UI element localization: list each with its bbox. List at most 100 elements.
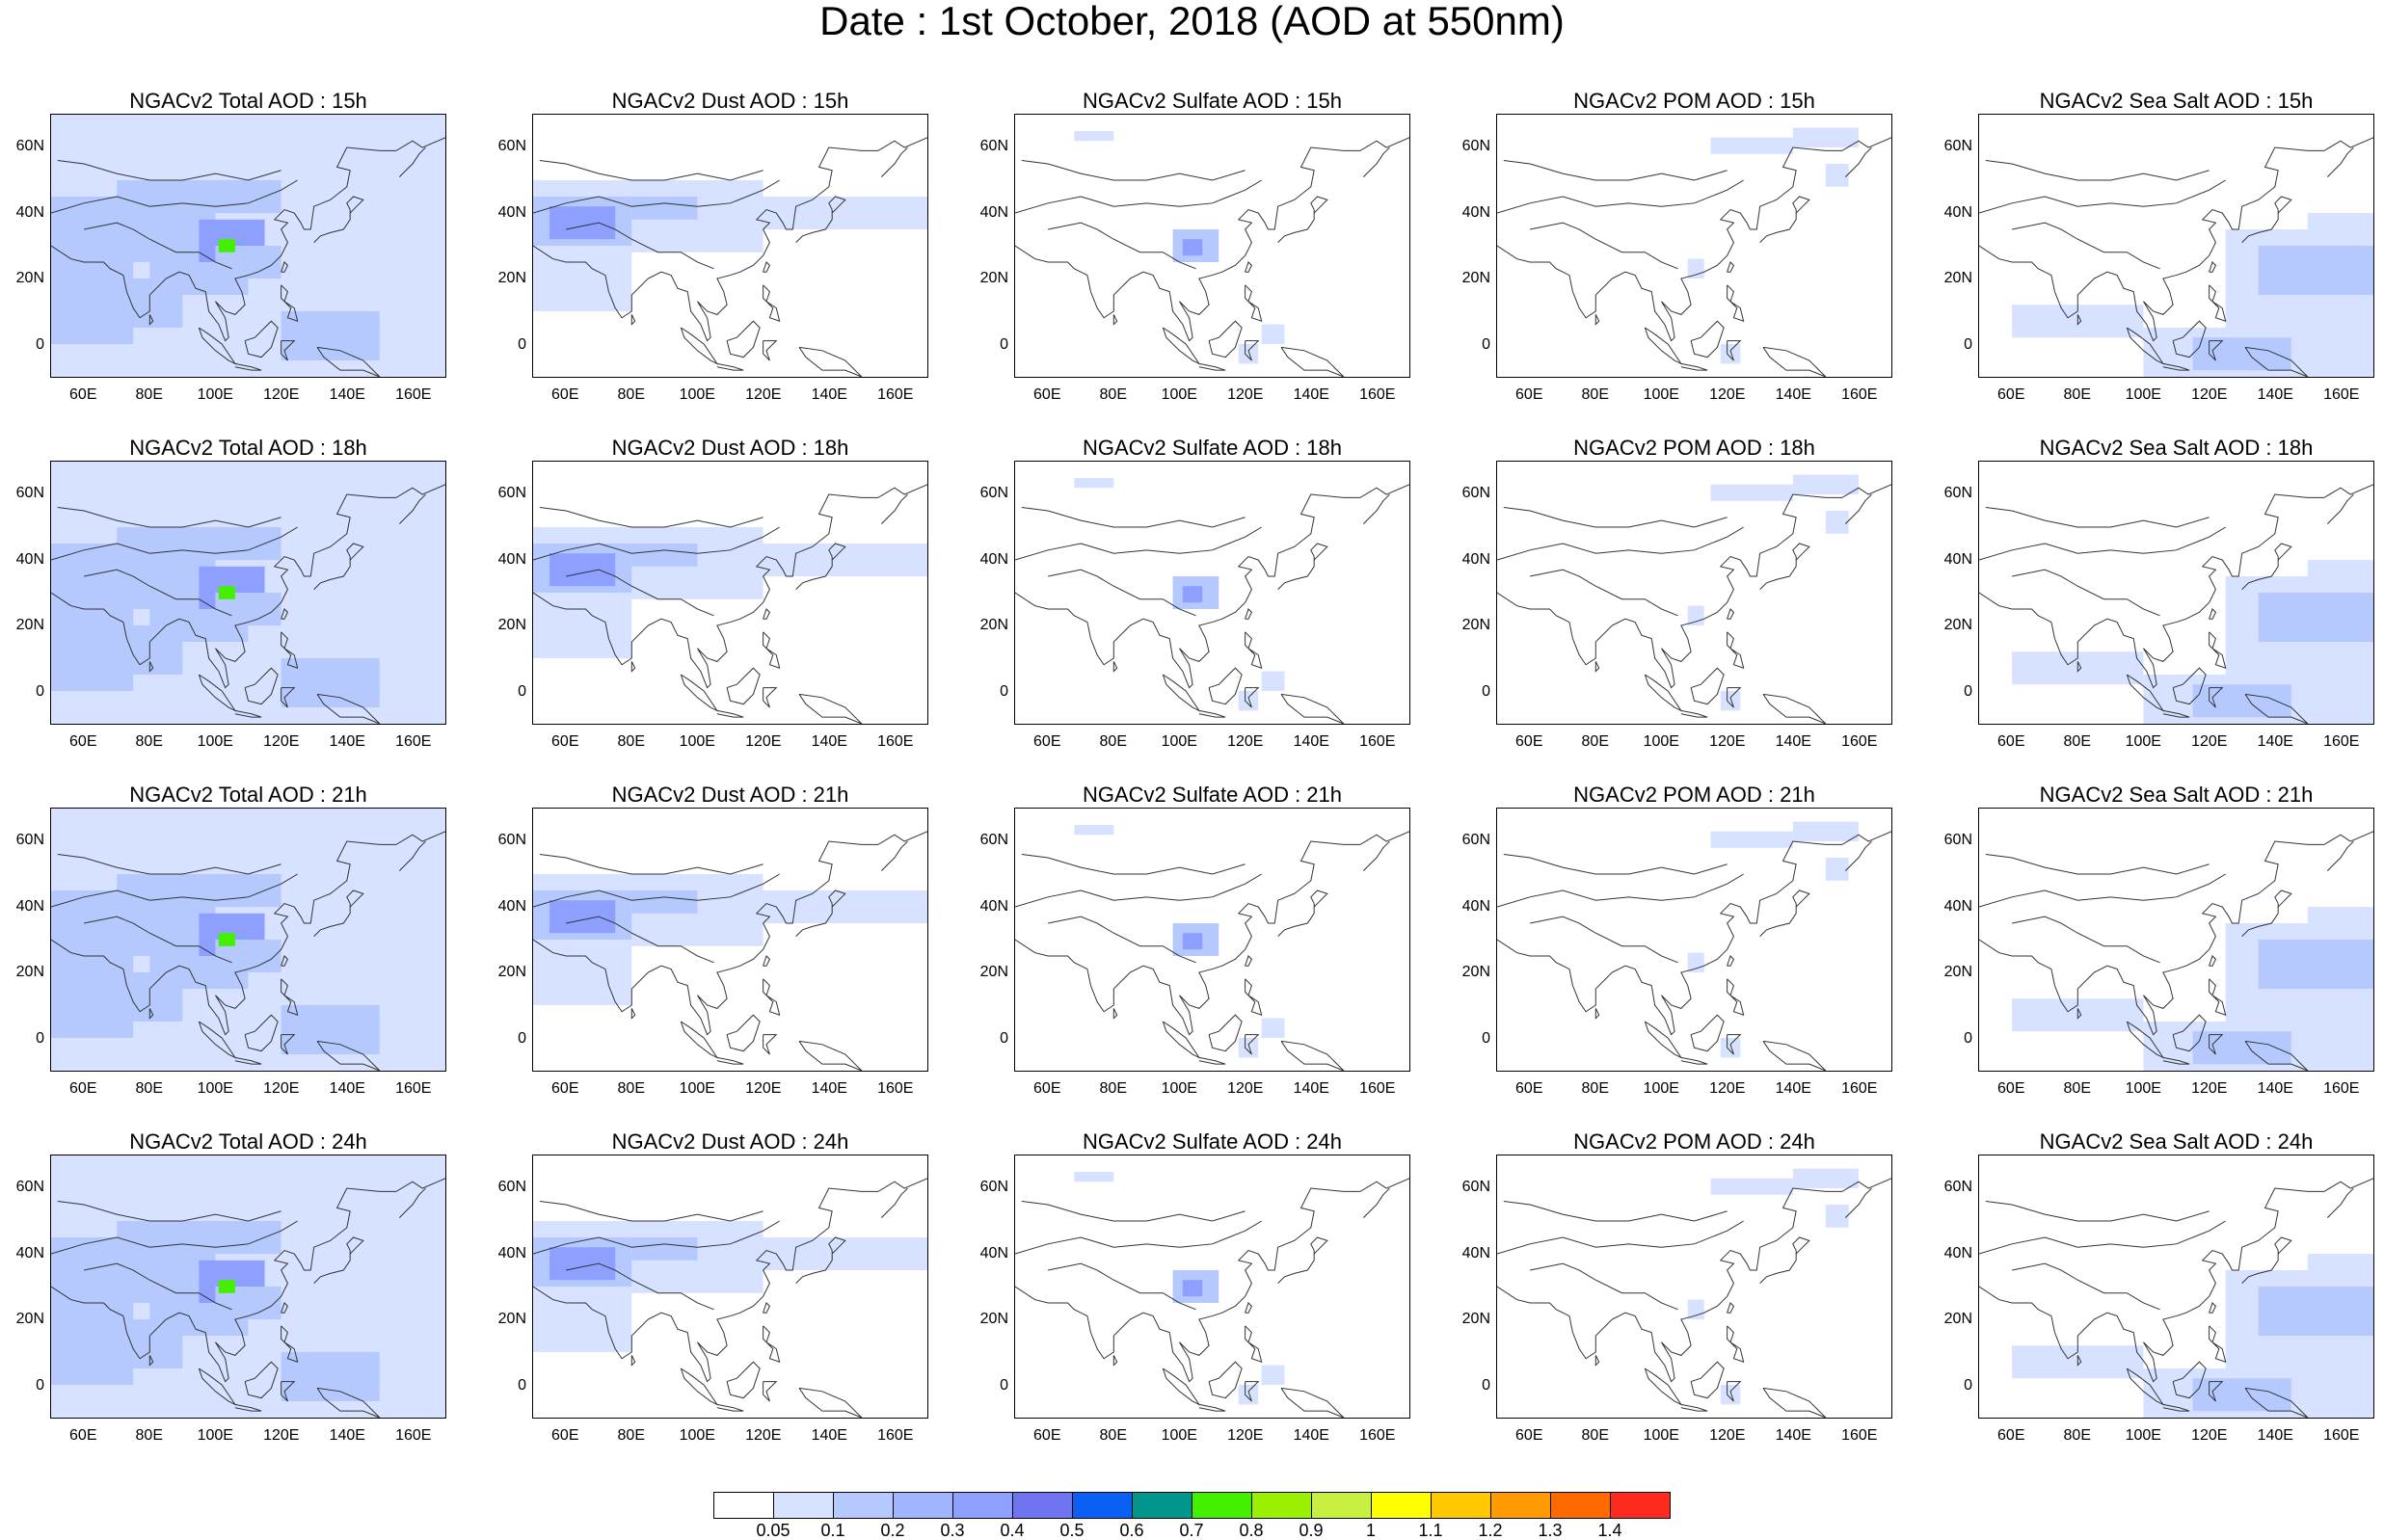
lon-tick-label: 100E — [1161, 1080, 1197, 1097]
map-plot-area — [1978, 808, 2374, 1072]
lat-tick-label: 20N — [15, 964, 44, 981]
coastline — [1277, 196, 1328, 243]
panel-title: NGACv2 Sea Salt AOD : 15h — [2039, 89, 2314, 113]
coastline — [1497, 1220, 1744, 1255]
colorbar-label: 0.9 — [1299, 1521, 1324, 1540]
coastline — [2126, 1367, 2165, 1406]
lon-tick-label: 100E — [679, 1080, 715, 1097]
lat-tick-label: 60N — [497, 485, 526, 502]
aod-shading — [1825, 858, 1849, 881]
coastline — [1162, 674, 1201, 712]
coastline — [2209, 687, 2224, 708]
aod-map — [533, 1178, 927, 1418]
coastline — [244, 667, 279, 705]
colorbar-swatch — [1192, 1492, 1252, 1519]
coastline — [84, 1262, 232, 1311]
coastline — [1979, 831, 2373, 1036]
coastline — [763, 1034, 778, 1055]
map-panel: NGACv2 POM AOD : 21h 60N 40N 20N 0 60E 80E 100E… — [1462, 783, 1892, 1106]
colorbar-label: 1 — [1365, 1521, 1376, 1540]
coastline — [1280, 346, 1345, 377]
coastline — [2209, 1325, 2227, 1363]
coastline — [1015, 873, 1262, 908]
coastline — [533, 137, 927, 342]
aod-shading — [2258, 1287, 2373, 1336]
colorbar-label: 1.2 — [1478, 1521, 1503, 1540]
lat-tick-label: 20N — [1461, 617, 1490, 634]
coastline — [1530, 1262, 1678, 1311]
coastline — [2076, 1008, 2082, 1020]
lat-tick-label: 0 — [1482, 682, 1490, 700]
lon-tick-label: 60E — [1515, 1080, 1543, 1097]
coastline — [2326, 1187, 2354, 1218]
lon-tick-label: 160E — [395, 1080, 432, 1097]
coastline — [763, 1325, 781, 1363]
aod-shading — [1720, 691, 1741, 711]
coastline — [148, 1355, 154, 1367]
lon-tick-label: 80E — [135, 733, 163, 750]
coastline — [1759, 1236, 1810, 1284]
lon-tick-label: 60E — [69, 386, 97, 403]
coastline — [1497, 137, 1891, 342]
lon-tick-label: 140E — [2257, 1427, 2293, 1444]
lon-tick-label: 60E — [1515, 733, 1543, 750]
lon-tick-label: 160E — [877, 386, 914, 403]
coastline — [1021, 854, 1246, 875]
coastline — [1208, 1361, 1243, 1399]
aod-shading — [1261, 324, 1285, 344]
lon-tick-label: 60E — [69, 733, 97, 750]
lon-tick-label: 140E — [1775, 1080, 1811, 1097]
aod-shading — [549, 900, 616, 934]
lon-tick-label: 140E — [811, 386, 847, 403]
lat-tick-label: 40N — [1943, 550, 1972, 568]
coastline — [1280, 1040, 1345, 1071]
coastline — [1280, 693, 1345, 724]
lat-tick-label: 60N — [497, 832, 526, 849]
coastline — [2076, 661, 2082, 673]
map-panel: NGACv2 Total AOD : 21h 60N 40N 20N 0 60E 80E 10… — [16, 783, 446, 1106]
coastline — [1530, 569, 1678, 617]
lon-tick-label: 140E — [329, 386, 365, 403]
lon-tick-label: 120E — [1227, 1427, 1264, 1444]
coastline — [281, 340, 296, 361]
coastline — [2241, 889, 2292, 937]
lat-tick-label: 60N — [15, 832, 44, 849]
coastline — [763, 284, 781, 322]
coastline — [1277, 543, 1328, 590]
coastline — [1594, 661, 1600, 673]
coastline — [680, 1367, 719, 1406]
coastline — [533, 179, 780, 214]
coastline — [1015, 179, 1262, 214]
lat-tick-label: 0 — [36, 1029, 44, 1047]
panel-title: NGACv2 Dust AOD : 24h — [611, 1129, 849, 1154]
coastline — [763, 608, 771, 620]
coastline — [763, 340, 778, 361]
coastline — [880, 1187, 908, 1218]
aod-shading — [631, 197, 698, 220]
coastline — [313, 889, 364, 937]
lat-tick-label: 40N — [497, 897, 526, 915]
coastline — [1644, 327, 1683, 365]
coastline — [2209, 340, 2224, 361]
lon-tick-label: 140E — [1293, 1080, 1329, 1097]
coastline — [1680, 362, 1708, 371]
map-panel: NGACv2 Sulfate AOD : 21h 60N 40N 20N 0 60E 80E… — [980, 783, 1410, 1106]
panel-title: NGACv2 POM AOD : 21h — [1573, 783, 1815, 807]
aod-map — [51, 115, 445, 377]
coastline — [1162, 1367, 1201, 1406]
coastline — [1245, 1034, 1260, 1055]
lon-tick-label: 120E — [745, 1080, 782, 1097]
coastline — [2241, 196, 2292, 243]
coastline — [1112, 1355, 1118, 1367]
coastline — [795, 196, 846, 243]
coastline — [1162, 1021, 1201, 1059]
lon-tick-label: 60E — [1515, 386, 1543, 403]
aod-shading — [84, 625, 183, 675]
lat-tick-label: 0 — [1482, 1029, 1490, 1047]
lon-tick-label: 80E — [1581, 386, 1609, 403]
coastline — [1497, 484, 1891, 689]
coastline — [2126, 1021, 2165, 1059]
aod-shading — [1687, 605, 1704, 625]
aod-shading — [549, 1247, 616, 1281]
coastline — [281, 261, 289, 273]
